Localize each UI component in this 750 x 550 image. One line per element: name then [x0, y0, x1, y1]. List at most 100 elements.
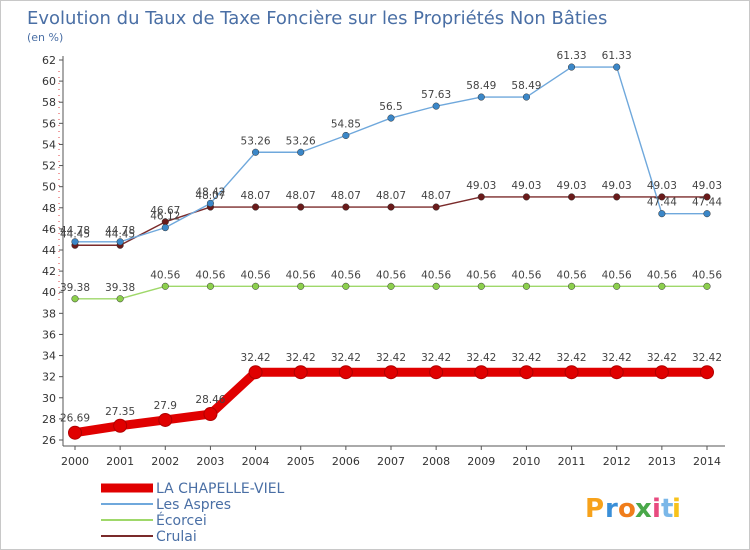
data-label: 48.07	[376, 190, 406, 202]
data-point	[477, 282, 485, 290]
x-tick-label: 2007	[377, 455, 405, 468]
data-label: 26.69	[60, 413, 90, 425]
axes: 26 28 30 32 34 36 38 40 42 44 46 48 50 52 54 56 58 60 62 20…	[42, 54, 725, 468]
x-tick-label: 2008	[422, 455, 450, 468]
logo-letter: t	[661, 494, 673, 524]
data-label: 49.03	[602, 180, 632, 192]
data-label: 40.56	[286, 269, 316, 281]
data-label: 40.56	[647, 269, 677, 281]
data-point	[338, 365, 353, 380]
data-point	[161, 224, 169, 232]
data-label: 58.49	[511, 80, 541, 92]
legend-label-2: Écorcei	[156, 512, 207, 529]
data-point	[206, 282, 214, 290]
y-tick-label: 30	[42, 392, 56, 405]
data-label: 48.42	[195, 186, 225, 198]
data-label: 46.67	[150, 205, 180, 217]
data-label: 44.45	[60, 228, 90, 240]
data-point	[522, 93, 530, 101]
data-point	[654, 365, 669, 380]
data-point	[342, 131, 350, 140]
data-label: 32.42	[421, 352, 451, 364]
data-label: 39.38	[105, 282, 135, 294]
data-label: 56.5	[379, 101, 402, 113]
x-tick-label: 2012	[603, 455, 631, 468]
data-point	[252, 282, 260, 290]
data-label: 32.42	[511, 352, 541, 364]
data-point	[432, 203, 440, 211]
data-point	[658, 282, 666, 290]
data-point	[297, 148, 305, 156]
data-label: 40.56	[195, 269, 225, 281]
data-label: 40.56	[331, 269, 361, 281]
data-point	[613, 63, 621, 71]
data-label: 28.46	[195, 394, 225, 406]
data-label: 32.42	[466, 352, 496, 364]
data-label: 32.42	[376, 352, 406, 364]
y-tick-label: 42	[42, 265, 56, 278]
data-point	[206, 199, 214, 207]
data-label: 39.38	[60, 282, 90, 294]
y-tick-label: 54	[42, 138, 56, 151]
data-label: 40.56	[511, 269, 541, 281]
data-point	[71, 295, 79, 303]
data-point	[71, 238, 79, 246]
data-label: 49.03	[647, 180, 677, 192]
data-point	[429, 365, 444, 380]
data-point	[158, 412, 173, 427]
data-point	[703, 282, 711, 290]
data-label: 32.42	[692, 352, 722, 364]
data-label: 49.03	[466, 180, 496, 192]
data-label: 40.56	[602, 269, 632, 281]
logo-letter: i	[652, 494, 661, 524]
y-tick-label: 62	[42, 54, 56, 67]
data-point	[522, 193, 530, 201]
data-point	[700, 365, 714, 380]
data-point	[342, 282, 350, 290]
data-point	[613, 193, 621, 201]
data-point	[384, 365, 398, 380]
data-point	[613, 282, 621, 290]
data-point	[474, 365, 489, 380]
data-label: 49.03	[692, 180, 722, 192]
x-tick-label: 2010	[512, 455, 540, 468]
x-tick-label: 2006	[332, 455, 360, 468]
data-label: 32.42	[331, 352, 361, 364]
data-label: 48.07	[331, 190, 361, 202]
x-tick-label: 2014	[693, 455, 721, 468]
data-point	[519, 365, 534, 380]
y-tick-label: 56	[42, 117, 56, 130]
y-tick-label: 50	[42, 181, 56, 194]
data-label: 53.26	[286, 135, 316, 147]
data-label: 40.56	[241, 269, 271, 281]
data-label: 57.63	[421, 89, 451, 101]
data-label: 40.56	[692, 269, 722, 281]
data-label: 61.33	[557, 50, 587, 62]
data-point	[113, 418, 128, 433]
data-label: 54.85	[331, 118, 361, 130]
data-point	[293, 365, 308, 380]
y-tick-label: 38	[42, 307, 56, 320]
chart-title: Evolution du Taux de Taxe Foncière sur l…	[27, 8, 607, 29]
logo-letter: r	[605, 494, 618, 524]
data-label: 40.56	[150, 269, 180, 281]
y-tick-label: 36	[42, 328, 56, 341]
data-label: 48.07	[195, 190, 225, 202]
y-tick-label: 26	[42, 434, 56, 447]
data-label: 32.42	[647, 352, 677, 364]
x-tick-label: 2000	[61, 455, 89, 468]
data-point	[658, 193, 666, 201]
y-tick-label: 40	[42, 286, 56, 299]
legend-label-1: Les Aspres	[156, 497, 231, 513]
data-label: 53.26	[241, 135, 271, 147]
data-label: 40.56	[466, 269, 496, 281]
legend-label-0: LA CHAPELLE-VIEL	[156, 481, 285, 497]
data-label: 47.44	[692, 197, 722, 209]
y-tick-label: 44	[42, 244, 56, 257]
data-label: 48.07	[421, 190, 451, 202]
data-label: 40.56	[557, 269, 587, 281]
x-tick-label: 2003	[196, 455, 224, 468]
data-label: 32.42	[286, 352, 316, 364]
